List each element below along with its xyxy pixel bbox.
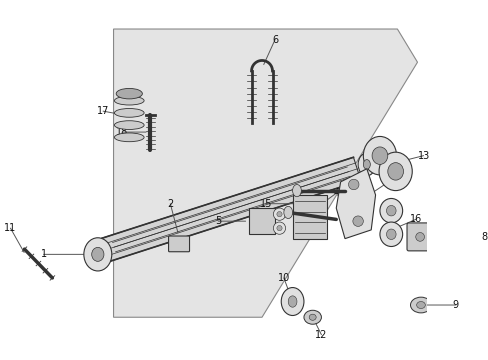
Text: 9: 9: [452, 300, 458, 310]
Text: 13: 13: [417, 151, 429, 161]
FancyBboxPatch shape: [168, 236, 189, 252]
Text: 12: 12: [315, 330, 327, 340]
Text: 15: 15: [260, 199, 272, 209]
Text: 1: 1: [41, 249, 47, 259]
Ellipse shape: [416, 302, 425, 309]
Ellipse shape: [371, 147, 387, 165]
Ellipse shape: [92, 247, 104, 261]
Text: 14: 14: [382, 177, 394, 187]
Circle shape: [273, 208, 285, 220]
Ellipse shape: [379, 222, 402, 247]
Ellipse shape: [287, 296, 296, 307]
Circle shape: [276, 212, 282, 217]
Text: 2: 2: [167, 199, 173, 209]
Ellipse shape: [409, 297, 430, 313]
Ellipse shape: [114, 121, 144, 130]
FancyBboxPatch shape: [293, 195, 326, 239]
Polygon shape: [113, 29, 417, 317]
Ellipse shape: [292, 184, 301, 197]
Ellipse shape: [304, 310, 321, 324]
Circle shape: [348, 179, 358, 190]
Text: 8: 8: [481, 232, 487, 242]
Ellipse shape: [308, 314, 316, 320]
Circle shape: [273, 222, 285, 234]
Text: 6: 6: [271, 35, 278, 45]
Ellipse shape: [283, 206, 292, 219]
Text: 11: 11: [4, 223, 17, 233]
Circle shape: [276, 225, 282, 231]
Text: 17: 17: [97, 106, 109, 116]
Circle shape: [352, 216, 363, 226]
Ellipse shape: [114, 108, 144, 117]
Polygon shape: [336, 169, 375, 239]
Text: 5: 5: [215, 216, 221, 226]
FancyBboxPatch shape: [406, 223, 448, 251]
Ellipse shape: [363, 159, 369, 169]
Ellipse shape: [387, 163, 403, 180]
Ellipse shape: [357, 153, 375, 176]
Circle shape: [430, 233, 439, 241]
Ellipse shape: [386, 206, 395, 216]
Ellipse shape: [116, 89, 142, 99]
Text: 18: 18: [116, 127, 128, 137]
Text: 10: 10: [277, 273, 289, 283]
Ellipse shape: [281, 288, 304, 315]
Ellipse shape: [114, 133, 144, 142]
Ellipse shape: [386, 229, 395, 239]
Ellipse shape: [379, 198, 402, 223]
Text: 16: 16: [409, 215, 421, 224]
FancyBboxPatch shape: [248, 208, 275, 234]
Ellipse shape: [114, 96, 144, 105]
Circle shape: [415, 233, 424, 241]
Ellipse shape: [363, 136, 396, 175]
Ellipse shape: [83, 238, 112, 271]
Text: 4: 4: [332, 188, 339, 198]
FancyBboxPatch shape: [468, 139, 488, 160]
Ellipse shape: [378, 152, 411, 190]
Polygon shape: [102, 157, 360, 261]
